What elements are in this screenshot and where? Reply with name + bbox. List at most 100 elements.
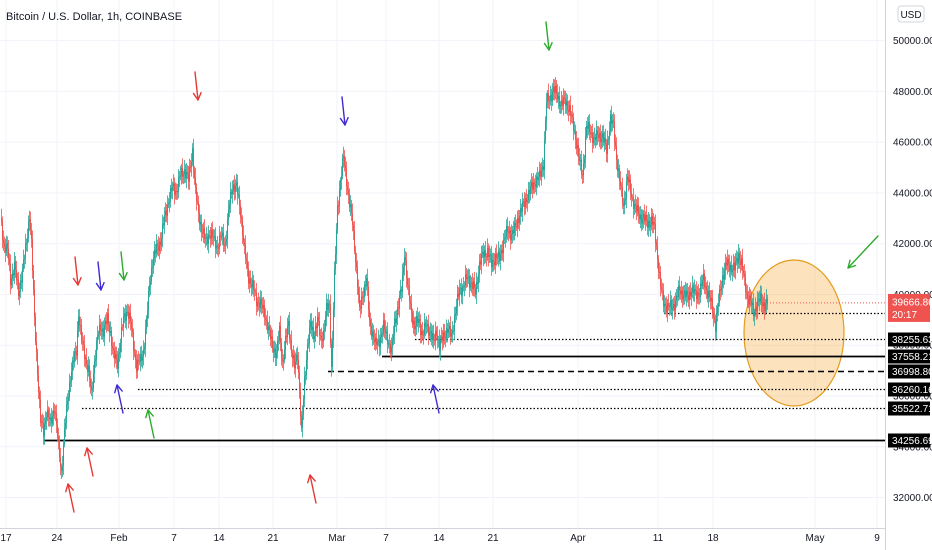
candle-body xyxy=(598,135,599,138)
candle xyxy=(295,352,296,378)
candle-body xyxy=(493,260,494,262)
candle-body xyxy=(347,186,348,191)
candle xyxy=(702,274,703,290)
level-price-label: 38255.63 xyxy=(888,332,932,347)
candle-body xyxy=(348,190,349,195)
candle xyxy=(456,298,457,321)
candle xyxy=(81,318,82,345)
candle-body xyxy=(283,360,284,362)
candle xyxy=(471,276,472,293)
candle xyxy=(122,324,123,331)
candle xyxy=(517,210,518,237)
candle-body xyxy=(718,303,719,307)
candle-body xyxy=(322,339,323,342)
candle xyxy=(444,324,445,345)
candle-body xyxy=(721,286,722,291)
candle xyxy=(572,104,573,124)
candle xyxy=(686,283,687,307)
candle xyxy=(328,293,329,317)
candle-body xyxy=(312,326,313,330)
candle xyxy=(289,311,290,344)
candle xyxy=(505,229,506,248)
candle xyxy=(301,410,302,432)
candle-body xyxy=(34,289,35,317)
candle xyxy=(146,315,147,334)
candle xyxy=(754,308,755,326)
candle-body xyxy=(124,313,125,317)
candle-body xyxy=(592,132,593,144)
candle xyxy=(715,314,716,341)
candle xyxy=(354,220,355,255)
candle xyxy=(371,318,372,340)
candle xyxy=(580,153,581,171)
candle-body xyxy=(748,298,749,305)
candle-body xyxy=(417,316,418,323)
y-tick-label: 34000.00 xyxy=(893,442,932,453)
candle-body xyxy=(243,235,244,242)
candle xyxy=(93,364,94,393)
candle xyxy=(92,381,93,400)
candle-body xyxy=(141,354,142,361)
candle-body xyxy=(333,308,334,340)
candle-body xyxy=(326,302,327,317)
candle xyxy=(351,199,352,221)
candle-body xyxy=(439,339,440,352)
candle xyxy=(579,147,580,166)
candle-body xyxy=(65,422,66,428)
candle xyxy=(293,345,294,367)
candle-body xyxy=(83,341,84,345)
candle xyxy=(268,322,269,340)
candle-body xyxy=(369,309,370,320)
candle-body xyxy=(256,292,257,307)
candle-body xyxy=(724,270,725,280)
candle xyxy=(380,327,381,356)
candle-body xyxy=(165,210,166,215)
candle xyxy=(488,243,489,267)
level-price-labels: 39277.7538255.6337558.2136998.8036260.16… xyxy=(888,293,932,448)
candle xyxy=(518,209,519,230)
candle xyxy=(226,230,227,247)
candle xyxy=(85,354,86,368)
candle xyxy=(642,209,643,230)
candle-body xyxy=(458,293,459,297)
candle-body xyxy=(556,85,557,94)
candle-body xyxy=(450,325,451,337)
candle xyxy=(274,340,275,358)
annotation-arrow xyxy=(543,21,553,51)
candle xyxy=(390,340,391,359)
candle-body xyxy=(373,331,374,339)
candle-body xyxy=(201,221,202,233)
candle xyxy=(302,405,303,438)
candle-body xyxy=(751,300,752,305)
candle-body xyxy=(459,288,460,297)
candle xyxy=(537,166,538,189)
candle-body xyxy=(688,295,689,301)
candle xyxy=(127,303,128,317)
candle-body xyxy=(722,275,723,287)
candle-body xyxy=(12,273,13,279)
candle-body xyxy=(108,313,109,325)
candle xyxy=(218,243,219,257)
candle xyxy=(373,324,374,345)
candle-body xyxy=(516,226,517,228)
candle xyxy=(632,194,633,202)
candle-body xyxy=(491,254,492,268)
candle-body xyxy=(61,466,62,472)
candle xyxy=(376,328,377,350)
candle-body xyxy=(79,316,80,326)
candle-body xyxy=(31,230,32,240)
candle-body xyxy=(582,174,583,176)
candle xyxy=(333,301,334,349)
candle xyxy=(714,307,715,324)
candle-body xyxy=(652,215,653,225)
candle xyxy=(612,114,613,132)
time-axis[interactable]: 17 24 Feb 7 14 21 Mar 7 14 21 Apr 11 18 May 9 xyxy=(0,533,880,544)
candle-body xyxy=(213,237,214,239)
currency-badge[interactable]: USD xyxy=(897,5,925,23)
candle xyxy=(416,310,417,336)
candle xyxy=(583,153,584,184)
candle-body xyxy=(616,146,617,161)
candle xyxy=(539,161,540,187)
candle xyxy=(661,278,662,294)
